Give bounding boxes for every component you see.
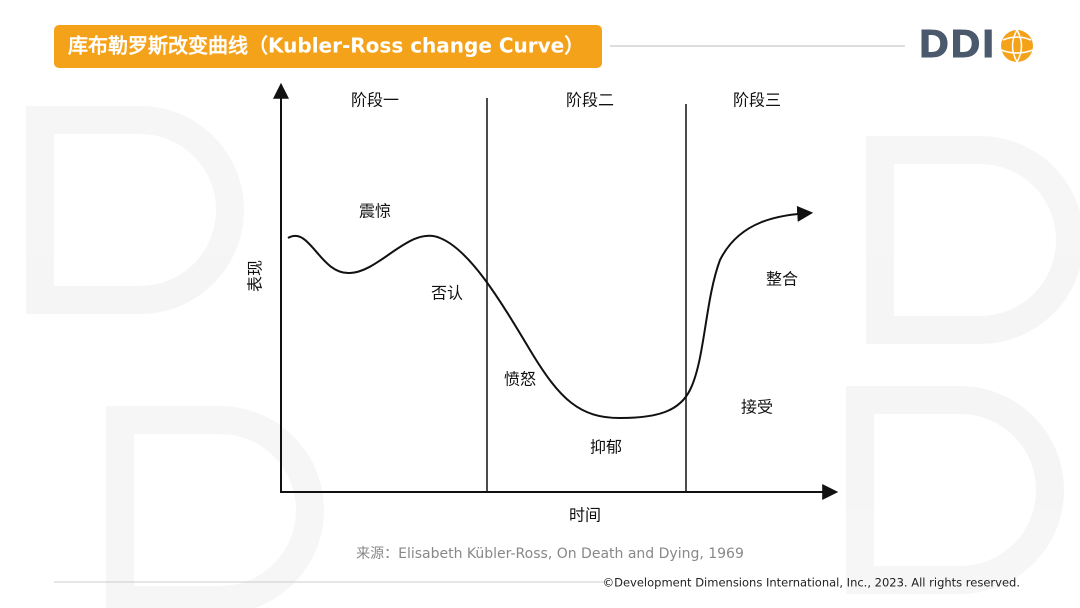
stage-label: 接受 — [741, 398, 773, 417]
title-box — [54, 25, 602, 68]
stage-label: 整合 — [766, 270, 798, 289]
stage-label: 抑郁 — [590, 438, 622, 457]
copyright: ©Development Dimensions International, I… — [603, 576, 1020, 590]
logo-globe-lines — [1000, 29, 1034, 63]
stage-label: 愤怒 — [504, 370, 536, 389]
logo: DDI — [918, 23, 995, 67]
phase-label: 阶段二 — [566, 91, 614, 110]
logo-globe — [1001, 30, 1033, 62]
change-curve — [287, 205, 814, 420]
stage-label: 否认 — [431, 284, 463, 303]
title: 库布勒罗斯改变曲线（Kubler-Ross change Curve） — [68, 34, 584, 58]
source: 来源：Elisabeth Kübler-Ross, On Death and D… — [356, 546, 744, 562]
watermark — [26, 106, 1080, 608]
y-axis-label: 表现 — [246, 260, 265, 292]
stage-label: 震惊 — [359, 202, 391, 221]
x-axis-label: 时间 — [569, 506, 601, 525]
phase-label: 阶段一 — [351, 91, 399, 110]
phase-label: 阶段三 — [733, 91, 781, 110]
